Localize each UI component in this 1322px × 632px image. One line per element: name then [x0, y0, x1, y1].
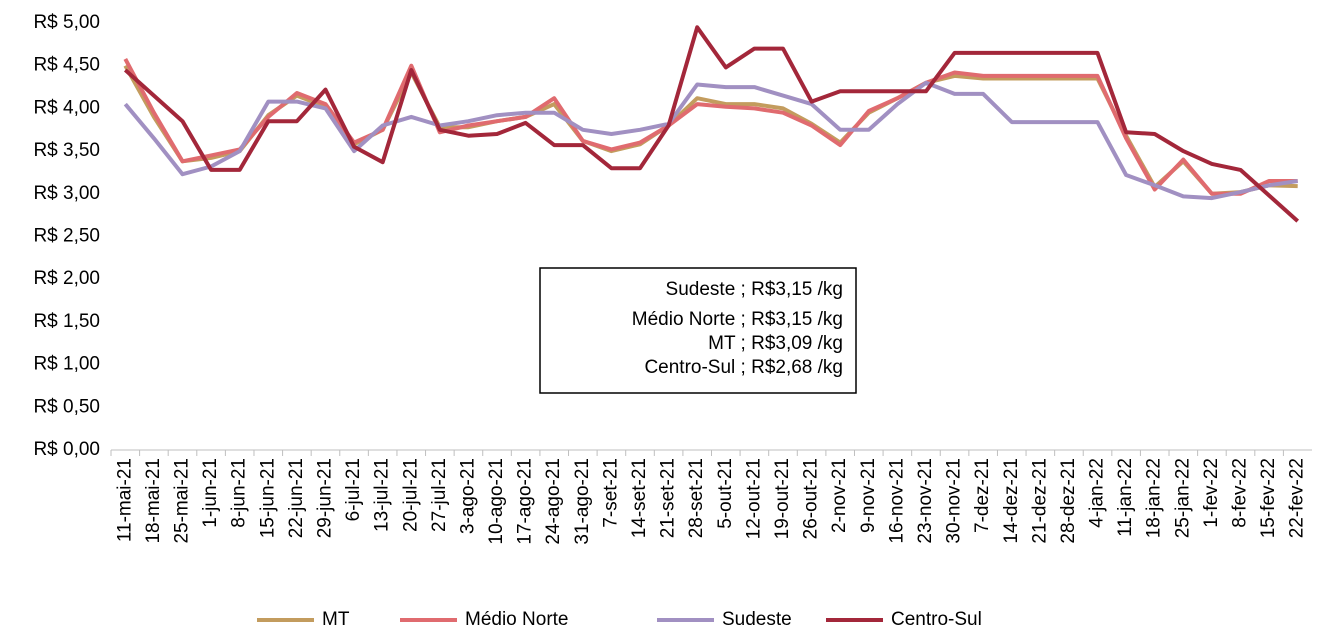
series-line [123, 57, 1298, 196]
annotation-box [539, 267, 857, 394]
x-tick-label: 28-dez-21 [1058, 458, 1079, 544]
y-tick-label: R$ 2,00 [33, 268, 100, 289]
x-tick-label: 25-jan-22 [1172, 458, 1193, 538]
x-tick-label: 7-dez-21 [972, 458, 993, 533]
x-tick-label: 8-jun-21 [229, 458, 250, 528]
y-tick-label: R$ 4,50 [33, 55, 100, 76]
annotation: Centro-Sul ; R$2,68 /kg [644, 357, 843, 378]
x-tick-label: 1-jun-21 [200, 458, 221, 528]
x-tick-label: 13-jul-21 [372, 458, 393, 532]
x-tick-label: 22-jun-21 [286, 458, 307, 538]
x-tick-label: 2-nov-21 [829, 458, 850, 533]
x-tick-label: 20-jul-21 [400, 458, 421, 532]
annotation: Médio Norte ; R$3,15 /kg [632, 309, 843, 330]
x-tick-label: 3-ago-21 [457, 458, 478, 534]
x-tick-label: 5-out-21 [715, 458, 736, 529]
legend-label: Centro-Sul [891, 609, 982, 630]
x-tick-label: 7-set-21 [600, 458, 621, 528]
x-tick-label: 1-fev-22 [1201, 458, 1222, 528]
x-tick-label: 8-fev-22 [1230, 458, 1251, 528]
y-tick-label: R$ 1,50 [33, 311, 100, 332]
x-tick-label: 29-jun-21 [314, 458, 335, 538]
x-tick-label: 22-fev-22 [1287, 458, 1308, 538]
legend-label: Médio Norte [465, 609, 569, 630]
legend-label: Sudeste [722, 609, 792, 630]
series-line [123, 25, 1300, 223]
x-tick-label: 19-out-21 [772, 458, 793, 539]
x-tick-label: 12-out-21 [743, 458, 764, 539]
x-tick-label: 28-set-21 [686, 458, 707, 538]
x-tick-label: 15-fev-22 [1258, 458, 1279, 538]
x-tick-label: 25-mai-21 [172, 458, 193, 544]
x-tick-label: 18-mai-21 [143, 458, 164, 544]
annotation: Sudeste ; R$3,15 /kg [666, 279, 843, 300]
x-tick-label: 24-ago-21 [543, 458, 564, 545]
x-tick-label: 21-dez-21 [1029, 458, 1050, 544]
x-tick-label: 16-nov-21 [886, 458, 907, 544]
y-tick-label: R$ 0,00 [33, 439, 100, 460]
x-tick-label: 14-dez-21 [1001, 458, 1022, 544]
x-tick-label: 18-jan-22 [1144, 458, 1165, 538]
x-tick-label: 14-set-21 [629, 458, 650, 538]
x-tick-label: 10-ago-21 [486, 458, 507, 545]
y-tick-label: R$ 3,50 [33, 140, 100, 161]
x-tick-label: 15-jun-21 [257, 458, 278, 538]
x-tick-label: 11-mai-21 [114, 458, 135, 542]
x-tick-label: 6-jul-21 [343, 458, 364, 521]
y-tick-label: R$ 2,50 [33, 226, 100, 247]
x-tick-label: 11-jan-22 [1115, 458, 1136, 537]
series-line [123, 80, 1298, 201]
x-tick-label: 30-nov-21 [944, 458, 965, 544]
x-tick-label: 31-ago-21 [572, 458, 593, 545]
y-tick-label: R$ 3,00 [33, 183, 100, 204]
y-tick-label: R$ 0,50 [33, 396, 100, 417]
x-tick-label: 21-set-21 [658, 458, 679, 538]
x-tick-label: 26-out-21 [801, 458, 822, 539]
y-tick-label: R$ 5,00 [33, 12, 100, 33]
x-tick-label: 27-jul-21 [429, 458, 450, 532]
y-tick-label: R$ 4,00 [33, 97, 100, 118]
x-tick-label: 9-nov-21 [858, 458, 879, 533]
annotation: MT ; R$3,09 /kg [708, 333, 843, 354]
x-tick-label: 4-jan-22 [1087, 458, 1108, 528]
x-tick-label: 23-nov-21 [915, 458, 936, 544]
legend-label: MT [322, 609, 350, 630]
y-tick-label: R$ 1,00 [33, 354, 100, 375]
x-tick-label: 17-ago-21 [515, 458, 536, 545]
